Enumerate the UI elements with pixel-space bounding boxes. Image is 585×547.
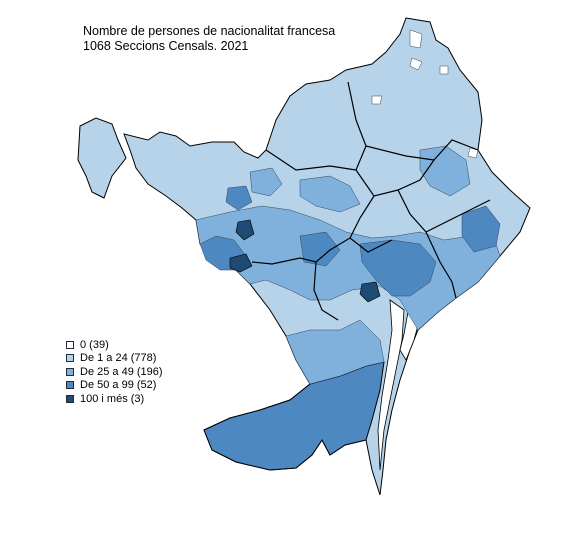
port-dock (377, 299, 405, 471)
legend-label: 100 i més (3) (80, 392, 145, 405)
legend-swatch (66, 394, 74, 403)
map-title: Nombre de persones de nacionalitat franc… (83, 24, 335, 54)
legend-item: 100 i més (3) (66, 392, 163, 406)
district-boundaries (251, 81, 491, 321)
zero-areas (371, 29, 479, 159)
legend-item: De 1 a 24 (778) (66, 352, 163, 366)
title-line-2: 1068 Seccions Censals. 2021 (83, 39, 249, 53)
legend-item: De 50 a 99 (52) (66, 379, 163, 393)
medium-areas (195, 145, 501, 385)
legend-swatch (66, 354, 74, 363)
legend-swatch (66, 340, 74, 349)
legend-label: 0 (39) (80, 338, 109, 351)
title-line-1: Nombre de persones de nacionalitat franc… (83, 24, 336, 38)
dark-areas (199, 185, 501, 297)
legend-label: De 25 a 49 (196) (80, 365, 163, 378)
legend-label: De 1 a 24 (778) (80, 352, 157, 365)
port-zone (203, 361, 385, 471)
map-legend: 0 (39) De 1 a 24 (778) De 25 a 49 (196) … (66, 338, 163, 406)
legend-item: 0 (39) (66, 338, 163, 352)
west-piece (77, 117, 127, 199)
legend-item: De 25 a 49 (196) (66, 365, 163, 379)
darkest-areas (229, 219, 381, 303)
legend-swatch (66, 381, 74, 390)
legend-swatch (66, 367, 74, 376)
legend-label: De 50 a 99 (52) (80, 379, 157, 392)
